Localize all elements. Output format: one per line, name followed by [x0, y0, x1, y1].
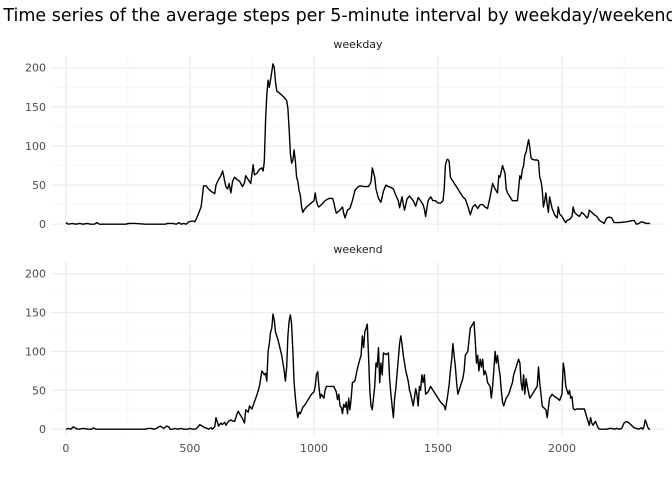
- y-tick-label: 0: [39, 423, 46, 436]
- panel-strip-label: weekend: [333, 243, 382, 256]
- y-tick-label: 0: [39, 218, 46, 231]
- y-tick-label: 50: [32, 384, 46, 397]
- x-tick-label: 500: [179, 442, 200, 455]
- panel-weekday: weekday 0 50 100 150 200: [25, 38, 665, 232]
- y-tick-label: 50: [32, 179, 46, 192]
- y-tick-label: 150: [25, 307, 46, 320]
- y-tick-label: 100: [25, 345, 46, 358]
- y-tick-label: 150: [25, 101, 46, 114]
- x-tick-label: 1000: [300, 442, 328, 455]
- y-tick-label: 200: [25, 62, 46, 75]
- x-tick-label: 1500: [424, 442, 452, 455]
- chart-title: Time series of the average steps per 5-m…: [2, 6, 672, 26]
- panel-strip-label: weekday: [333, 38, 383, 51]
- y-tick-label: 100: [25, 140, 46, 153]
- series-line-weekday: [65, 63, 651, 225]
- x-tick-label: 2000: [548, 442, 576, 455]
- y-tick-label: 200: [25, 268, 46, 281]
- x-tick-label: 0: [62, 442, 69, 455]
- panel-weekend: weekend 0 50 100 150 200: [25, 243, 665, 437]
- series-line-weekend: [65, 313, 651, 430]
- x-axis: 0 500 1000 1500 2000: [62, 442, 576, 455]
